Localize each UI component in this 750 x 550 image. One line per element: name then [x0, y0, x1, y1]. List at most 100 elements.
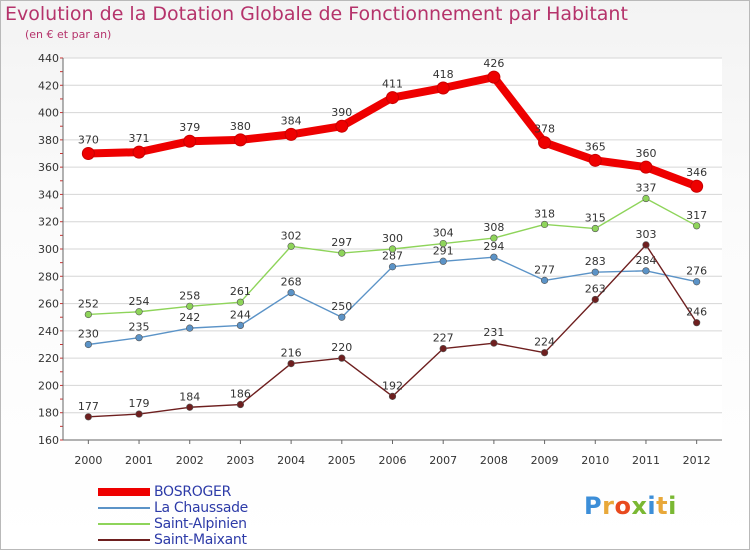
- data-label-saint-maixant: 179: [129, 397, 150, 410]
- y-tick-label: 200: [38, 379, 59, 392]
- data-label-saint-alpinien: 252: [78, 297, 99, 310]
- x-tick-label: 2007: [429, 454, 457, 467]
- data-label-la-chaussade: 276: [686, 265, 707, 278]
- legend-swatch: [98, 488, 150, 496]
- data-point-bosroger: [487, 70, 501, 84]
- data-point-bosroger: [284, 127, 298, 141]
- data-point-la-chaussade: [135, 334, 143, 342]
- data-label-saint-maixant: 224: [534, 336, 555, 349]
- data-point-bosroger: [81, 147, 95, 160]
- data-point-bosroger: [386, 91, 399, 105]
- y-tick-label: 340: [38, 188, 59, 201]
- data-point-saint-maixant: [439, 344, 447, 353]
- data-label-la-chaussade: 287: [382, 250, 403, 263]
- logo-letter: o: [614, 492, 632, 520]
- x-tick-label: 2002: [176, 454, 204, 467]
- data-label-bosroger: 380: [230, 120, 251, 133]
- data-point-saint-maixant: [642, 241, 650, 249]
- x-tick-label: 2011: [632, 454, 660, 467]
- data-label-la-chaussade: 294: [483, 240, 504, 253]
- y-tick-label: 300: [38, 243, 59, 256]
- y-tick-label: 420: [38, 79, 59, 92]
- data-point-saint-alpinien: [236, 298, 245, 306]
- data-point-saint-alpinien: [388, 245, 397, 253]
- data-label-saint-alpinien: 258: [179, 289, 200, 302]
- data-label-bosroger: 411: [382, 78, 403, 91]
- x-tick-label: 2008: [480, 454, 508, 467]
- chart-subtitle: (en € et par an): [25, 28, 112, 41]
- data-point-saint-maixant: [135, 410, 143, 418]
- data-label-saint-maixant: 231: [483, 326, 504, 339]
- data-label-saint-maixant: 184: [179, 390, 200, 403]
- data-point-saint-alpinien: [693, 222, 701, 230]
- data-label-saint-maixant: 186: [230, 388, 251, 401]
- y-tick-label: 160: [38, 434, 59, 447]
- data-label-saint-alpinien: 315: [585, 212, 606, 225]
- data-point-la-chaussade: [490, 253, 498, 261]
- y-tick-label: 400: [38, 107, 59, 120]
- data-label-bosroger: 371: [129, 132, 150, 145]
- y-tick-label: 240: [38, 325, 59, 338]
- chart-legend: BOSROGER La Chaussade Saint-Alpinien Saint-…: [98, 484, 248, 548]
- data-point-saint-alpinien: [642, 194, 650, 203]
- data-label-saint-maixant: 263: [585, 282, 606, 295]
- data-point-bosroger: [436, 81, 450, 95]
- data-label-saint-maixant: 227: [433, 332, 454, 345]
- y-tick-label: 260: [38, 298, 59, 311]
- data-label-saint-alpinien: 304: [433, 227, 454, 240]
- data-point-saint-alpinien: [287, 242, 295, 250]
- legend-item: Saint-Alpinien: [98, 516, 248, 532]
- logo-letter: i: [668, 492, 677, 520]
- data-point-saint-maixant: [540, 349, 549, 357]
- legend-item: Saint-Maixant: [98, 532, 248, 548]
- data-label-saint-alpinien: 317: [686, 209, 707, 222]
- y-tick-label: 280: [38, 270, 59, 283]
- data-label-saint-alpinien: 261: [230, 285, 251, 298]
- x-tick-label: 2009: [531, 454, 559, 467]
- x-tick-label: 2003: [226, 454, 254, 467]
- data-point-saint-alpinien: [591, 224, 599, 233]
- data-point-saint-maixant: [693, 319, 701, 327]
- data-point-saint-alpinien: [135, 308, 143, 316]
- data-label-saint-alpinien: 300: [382, 232, 403, 245]
- data-point-saint-maixant: [338, 354, 346, 362]
- y-tick-label: 380: [38, 134, 59, 147]
- x-tick-label: 2000: [74, 454, 102, 467]
- data-point-saint-maixant: [186, 403, 194, 411]
- data-point-saint-maixant: [84, 413, 92, 421]
- data-label-saint-maixant: 216: [281, 347, 302, 360]
- data-label-saint-maixant: 177: [78, 400, 99, 413]
- data-point-saint-alpinien: [84, 310, 92, 319]
- data-point-saint-alpinien: [186, 302, 194, 310]
- legend-swatch: [98, 507, 150, 509]
- x-tick-label: 2010: [581, 454, 609, 467]
- data-label-la-chaussade: 235: [129, 321, 150, 334]
- data-label-saint-alpinien: 297: [331, 236, 352, 249]
- logo-letter: P: [584, 492, 603, 520]
- data-point-la-chaussade: [591, 268, 599, 276]
- data-label-bosroger: 418: [433, 68, 454, 81]
- data-label-la-chaussade: 284: [635, 254, 656, 267]
- data-point-saint-maixant: [388, 392, 397, 400]
- data-label-la-chaussade: 230: [78, 328, 99, 341]
- data-label-saint-alpinien: 337: [635, 182, 656, 195]
- data-label-saint-maixant: 192: [382, 379, 403, 392]
- data-point-saint-alpinien: [490, 234, 498, 242]
- data-label-bosroger: 378: [534, 123, 555, 136]
- data-label-bosroger: 370: [78, 134, 99, 147]
- data-label-saint-maixant: 220: [331, 341, 352, 354]
- data-point-bosroger: [690, 179, 704, 193]
- legend-label: La Chaussade: [154, 500, 248, 516]
- data-point-la-chaussade: [186, 324, 194, 332]
- logo-letter: x: [631, 492, 648, 520]
- data-label-la-chaussade: 250: [331, 300, 352, 313]
- data-point-la-chaussade: [338, 313, 346, 321]
- data-label-bosroger: 384: [281, 114, 302, 127]
- data-label-la-chaussade: 291: [433, 244, 454, 257]
- data-point-la-chaussade: [540, 276, 549, 284]
- data-label-bosroger: 426: [483, 57, 504, 70]
- data-label-saint-maixant: 303: [635, 228, 656, 241]
- data-label-saint-maixant: 246: [686, 306, 707, 319]
- data-point-bosroger: [639, 160, 653, 174]
